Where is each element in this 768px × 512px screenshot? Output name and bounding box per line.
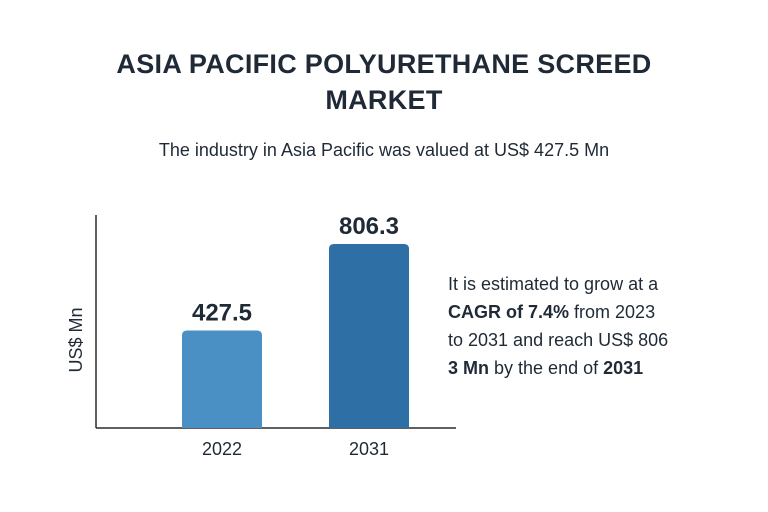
summary-line-4-mid: by the end of xyxy=(489,358,604,378)
growth-summary: It is estimated to grow at a CAGR of 7.4… xyxy=(448,270,748,382)
title-line-1: ASIA PACIFIC POLYURETHANE SCREED xyxy=(116,49,652,79)
reach-value: 3 Mn xyxy=(448,358,490,378)
summary-line-3: to 2031 and reach US$ 806 xyxy=(448,330,669,350)
cagr-value: CAGR of 7.4% xyxy=(448,302,570,322)
summary-line-4: 3 Mn by the end of 2031 xyxy=(448,354,748,382)
data-label-2022: 427.5 xyxy=(192,299,252,326)
x-tick-label-2022: 2022 xyxy=(202,439,242,459)
title-line-2: MARKET xyxy=(325,85,443,115)
data-label-2031: 806.3 xyxy=(339,213,399,240)
summary-line-2-rest: from 2023 xyxy=(569,302,656,322)
y-axis-label: US$ Mn xyxy=(66,307,86,372)
end-year: 2031 xyxy=(603,358,644,378)
subtitle: The industry in Asia Pacific was valued … xyxy=(158,140,610,160)
summary-line-1: It is estimated to grow at a xyxy=(448,274,659,294)
page-title: ASIA PACIFIC POLYURETHANE SCREED MARKET xyxy=(84,46,684,118)
summary-line-2: CAGR of 7.4% from 2023 xyxy=(448,298,748,326)
bar-2031 xyxy=(329,244,409,428)
bar-2022 xyxy=(182,330,262,428)
x-tick-label-2031: 2031 xyxy=(349,439,389,459)
